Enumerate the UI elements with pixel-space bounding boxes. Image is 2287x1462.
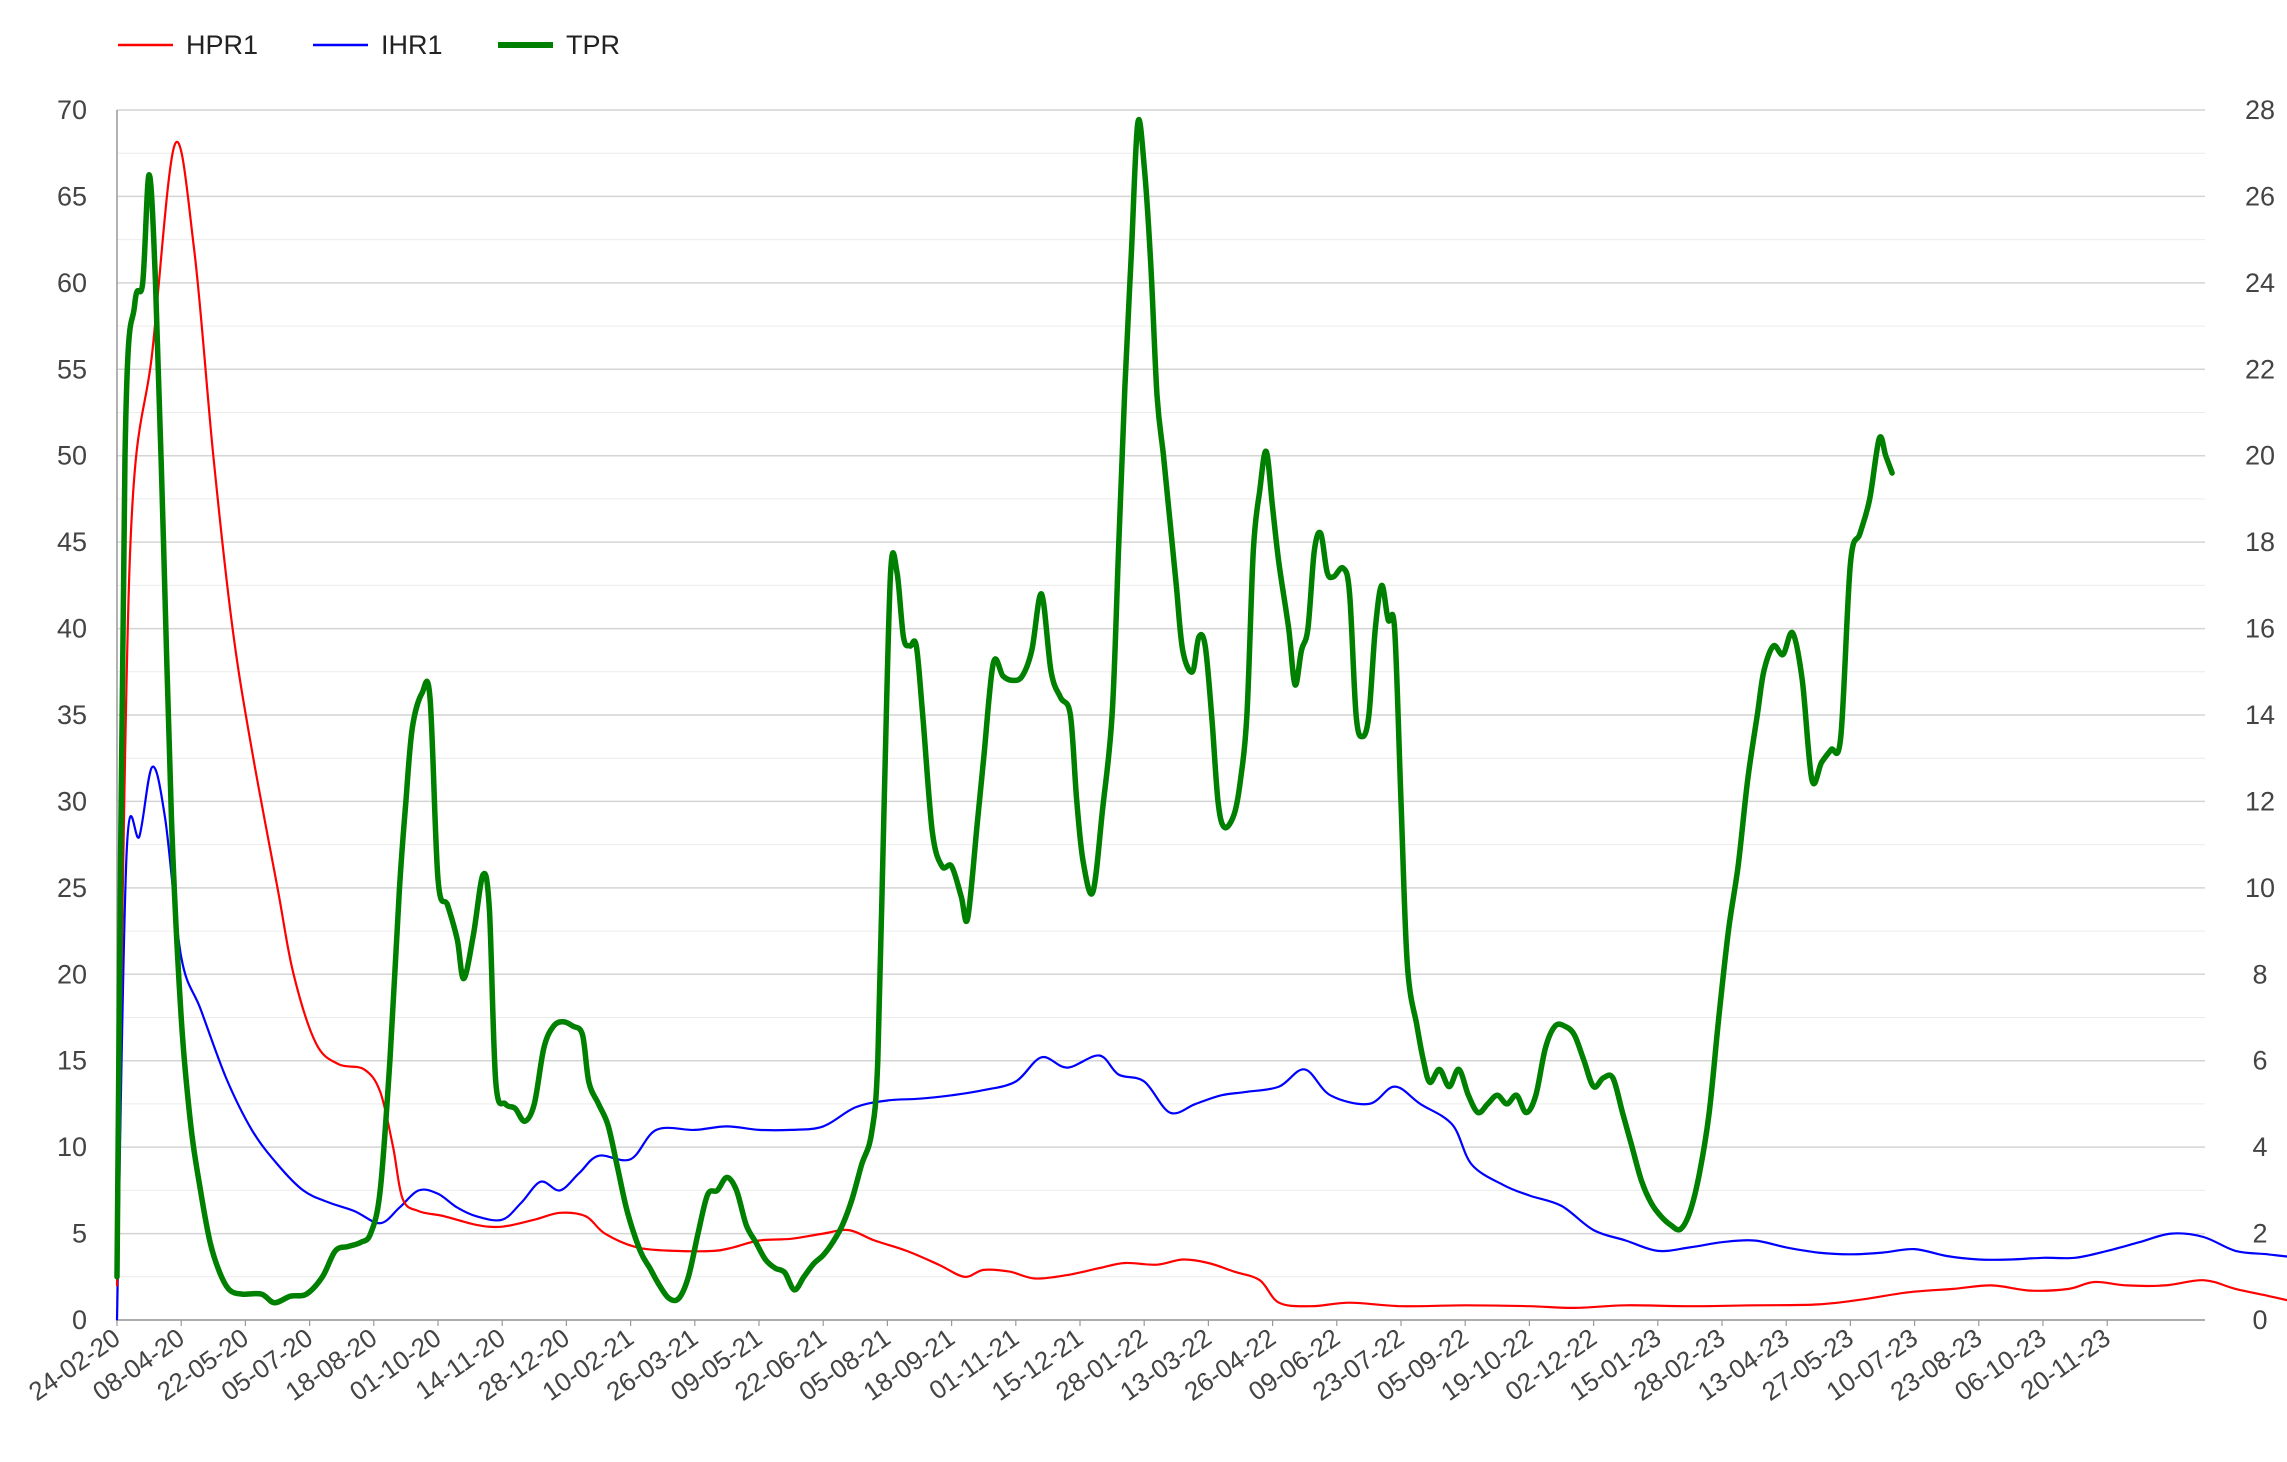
x-axis-tick-labels: 24-02-2008-04-2022-05-2005-07-2018-08-20… xyxy=(23,1320,2116,1407)
left-tick-label: 5 xyxy=(72,1219,87,1249)
left-tick-label: 65 xyxy=(57,181,87,211)
right-tick-label: 12 xyxy=(2245,786,2275,816)
left-tick-label: 40 xyxy=(57,614,87,644)
right-tick-label: 24 xyxy=(2245,268,2275,298)
right-tick-label: 18 xyxy=(2245,527,2275,557)
right-tick-label: 26 xyxy=(2245,181,2275,211)
legend-label-ihr1: IHR1 xyxy=(381,30,443,60)
right-tick-label: 16 xyxy=(2245,614,2275,644)
right-tick-label: 22 xyxy=(2245,354,2275,384)
left-tick-label: 70 xyxy=(57,95,87,125)
right-tick-label: 6 xyxy=(2252,1046,2267,1076)
legend-label-hpr1: HPR1 xyxy=(186,30,258,60)
right-tick-label: 8 xyxy=(2252,959,2267,989)
left-tick-label: 0 xyxy=(72,1305,87,1335)
series-line-ihr1 xyxy=(115,765,2287,1322)
left-tick-label: 15 xyxy=(57,1046,87,1076)
left-tick-label: 55 xyxy=(57,354,87,384)
left-tick-label: 30 xyxy=(57,786,87,816)
left-tick-label: 25 xyxy=(57,873,87,903)
left-axis-tick-labels: 0 5 10 15 20 25 30 35 40 45 50 55 60 65 70 xyxy=(57,95,87,1335)
left-tick-label: 50 xyxy=(57,441,87,471)
left-tick-label: 60 xyxy=(57,268,87,298)
right-tick-label: 2 xyxy=(2252,1219,2267,1249)
right-tick-label: 4 xyxy=(2252,1132,2267,1162)
right-tick-label: 14 xyxy=(2245,700,2275,730)
left-tick-label: 20 xyxy=(57,959,87,989)
left-tick-label: 35 xyxy=(57,700,87,730)
series-line-hpr1 xyxy=(115,140,2287,1310)
right-tick-label: 10 xyxy=(2245,873,2275,903)
left-tick-label: 45 xyxy=(57,527,87,557)
left-tick-label: 10 xyxy=(57,1132,87,1162)
right-tick-label: 20 xyxy=(2245,441,2275,471)
series-lines xyxy=(114,117,2287,1322)
legend-label-tpr: TPR xyxy=(566,30,620,60)
right-tick-label: 28 xyxy=(2245,95,2275,125)
series-line-tpr xyxy=(114,117,1895,1306)
right-tick-label: 0 xyxy=(2252,1305,2267,1335)
legend: HPR1 IHR1 TPR xyxy=(118,30,620,60)
